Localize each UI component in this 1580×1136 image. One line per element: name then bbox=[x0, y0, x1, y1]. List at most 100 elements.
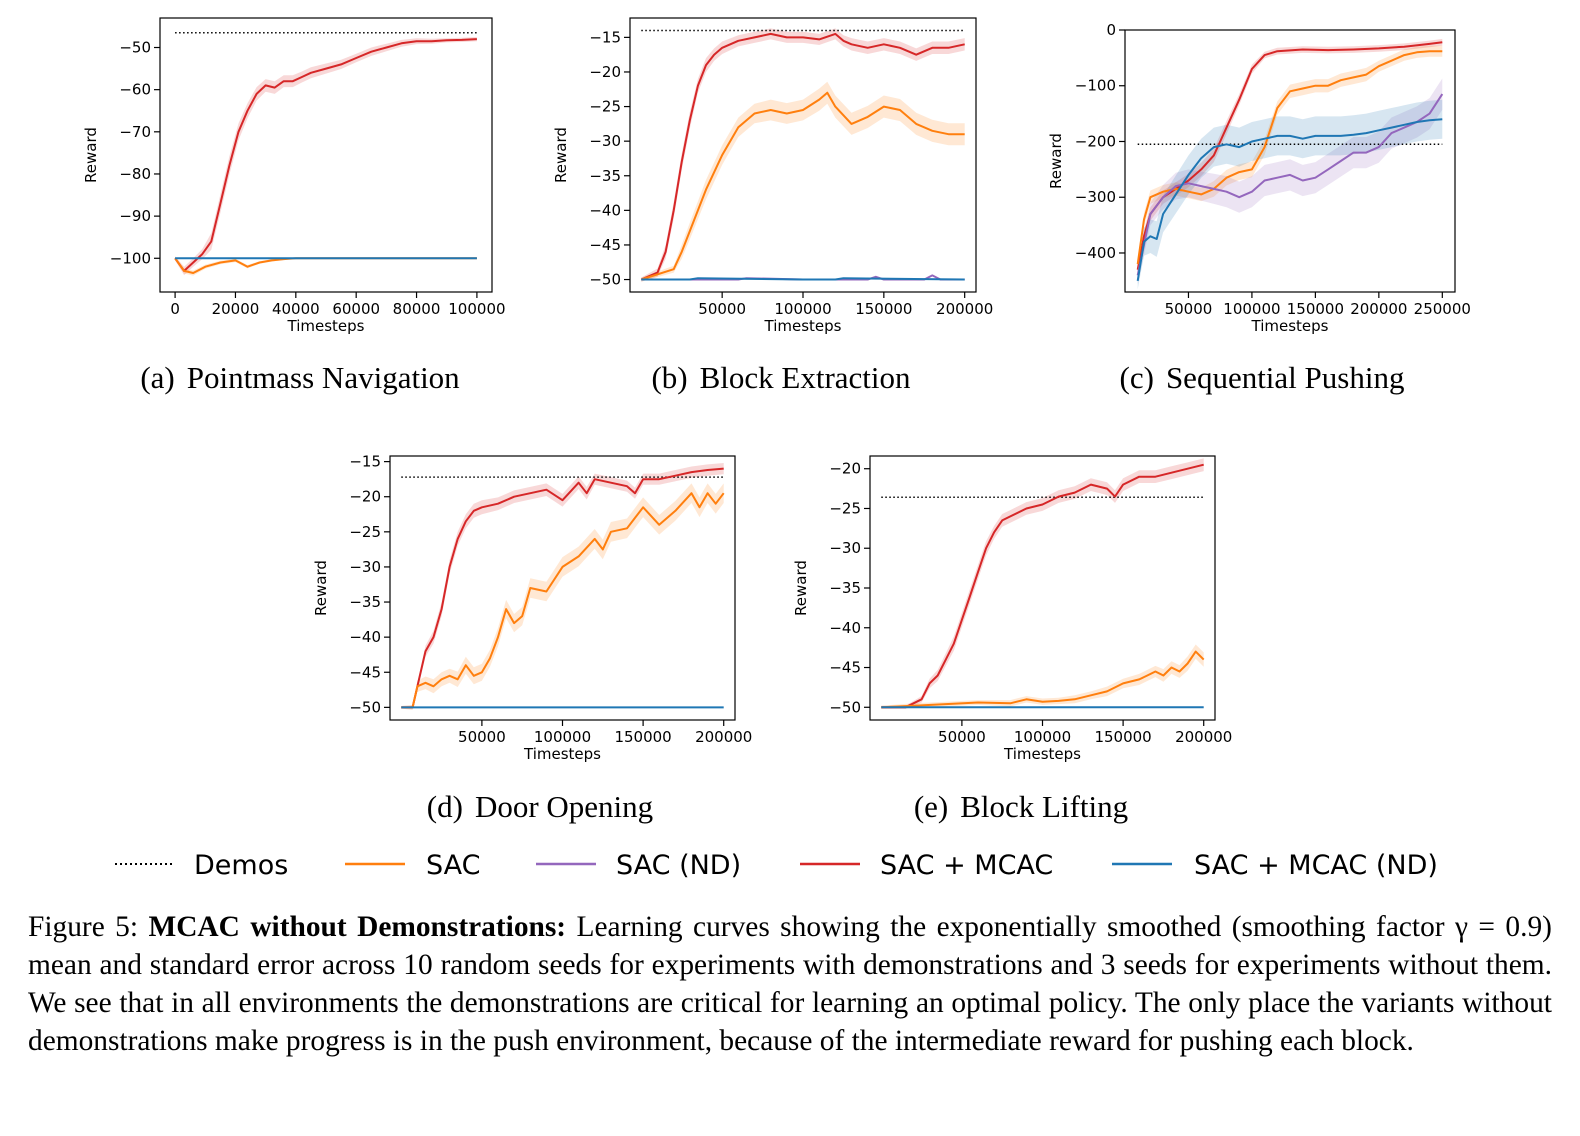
y-tick-label: −100 bbox=[110, 249, 151, 267]
y-axis-label: Reward bbox=[792, 560, 810, 616]
axes-frame bbox=[159, 17, 493, 293]
legend-label-sac: SAC bbox=[426, 850, 481, 881]
legend-label-demos: Demos bbox=[194, 850, 288, 881]
caption-line3: seeds for experiments without them. We s… bbox=[28, 949, 1552, 1019]
y-tick-label: −25 bbox=[589, 98, 621, 116]
x-tick-label: 200000 bbox=[695, 728, 752, 746]
y-tick-label: −200 bbox=[1075, 132, 1116, 150]
subcaption-d: (d) Door Opening bbox=[427, 789, 653, 824]
subcaption-b: (b) Block Extraction bbox=[651, 360, 911, 395]
x-tick-label: 50000 bbox=[938, 728, 986, 746]
caption-label: Figure 5: bbox=[28, 911, 139, 943]
plot-area bbox=[174, 32, 477, 276]
y-tick-label: −15 bbox=[349, 453, 381, 471]
y-tick-label: 0 bbox=[1106, 21, 1116, 39]
plot-area bbox=[640, 28, 965, 282]
plot-area bbox=[401, 463, 725, 710]
band-sac bbox=[881, 644, 1204, 709]
y-tick-label: −35 bbox=[589, 167, 621, 185]
x-tick-label: 100000 bbox=[534, 728, 591, 746]
x-tick-label: 200000 bbox=[936, 300, 993, 318]
y-tick-label: −45 bbox=[829, 659, 861, 677]
series-line-sac bbox=[174, 257, 477, 274]
y-tick-label: −20 bbox=[589, 63, 621, 81]
y-tick-label: −90 bbox=[119, 207, 151, 225]
y-tick-label: −70 bbox=[119, 123, 151, 141]
subplot-sequential-pushing: 50000 100000 150000 200000 250000 −400 −300 −20… bbox=[1047, 21, 1471, 335]
band-sac-mcac bbox=[1137, 38, 1443, 276]
y-tick-label: −35 bbox=[829, 579, 861, 597]
x-axis-label: Timesteps bbox=[764, 317, 842, 335]
y-tick-label: −50 bbox=[829, 698, 861, 716]
x-tick-label: 150000 bbox=[614, 728, 671, 746]
y-axis-label: Reward bbox=[1047, 133, 1065, 189]
subcaption-a: (a) Pointmass Navigation bbox=[140, 360, 460, 395]
y-axis-label: Reward bbox=[552, 127, 570, 183]
x-tick-label: 50000 bbox=[458, 728, 506, 746]
x-tick-label: 250000 bbox=[1414, 300, 1471, 318]
x-tick-label: 0 bbox=[170, 300, 180, 318]
series-line-sac bbox=[881, 650, 1205, 709]
x-tick-label: 20000 bbox=[212, 300, 260, 318]
plot-area bbox=[1136, 38, 1444, 290]
band-sac-mcac bbox=[175, 37, 477, 276]
y-axis-label: Reward bbox=[82, 127, 100, 183]
y-tick-label: −20 bbox=[829, 460, 861, 478]
series-line-sac bbox=[401, 492, 725, 709]
y-axis-label: Reward bbox=[312, 560, 330, 616]
x-tick-label: 150000 bbox=[1094, 728, 1151, 746]
subplot-pointmass-navigation: 0 20000 40000 60000 80000 100000 −100 −90 −80 −70… bbox=[82, 17, 506, 335]
x-tick-label: 80000 bbox=[393, 300, 441, 318]
series-line-sac-mcac bbox=[881, 463, 1204, 709]
x-tick-label: 40000 bbox=[272, 300, 320, 318]
y-tick-label: −45 bbox=[349, 663, 381, 681]
subplot-block-lifting: 50000 100000 150000 200000 −50 −45 −40 −35 −30 −2… bbox=[792, 455, 1232, 763]
y-tick-label: −35 bbox=[349, 593, 381, 611]
band-sac-mcac bbox=[881, 458, 1204, 709]
subcaption-e: (e) Block Lifting bbox=[914, 789, 1128, 824]
x-tick-label: 60000 bbox=[332, 300, 380, 318]
x-axis-label: Timesteps bbox=[523, 745, 601, 763]
subplot-door-opening: 50000 100000 150000 200000 −50 −45 −40 −35 −30 −2… bbox=[312, 453, 752, 763]
x-axis-label: Timesteps bbox=[1251, 317, 1329, 335]
subcaption-c: (c) Sequential Pushing bbox=[1120, 360, 1405, 395]
y-tick-label: −15 bbox=[589, 28, 621, 46]
x-tick-label: 200000 bbox=[1175, 728, 1232, 746]
caption-line1: Learning curves showing the exponentiall… bbox=[576, 911, 1366, 943]
y-tick-label: −50 bbox=[589, 271, 621, 289]
legend-label-sac-mcac-nd: SAC + MCAC (ND) bbox=[1194, 850, 1438, 881]
x-tick-label: 100000 bbox=[448, 300, 505, 318]
series-line-sac-mcac bbox=[640, 32, 965, 281]
series-line-sac-mcac bbox=[401, 467, 724, 709]
caption-line5: because of the intermediate reward for p… bbox=[719, 1025, 1414, 1057]
x-tick-label: 50000 bbox=[1165, 300, 1213, 318]
y-tick-label: −30 bbox=[589, 132, 621, 150]
legend-label-sac-mcac: SAC + MCAC bbox=[880, 850, 1053, 881]
band-sac-nd bbox=[1137, 78, 1443, 284]
y-tick-label: −20 bbox=[349, 488, 381, 506]
y-tick-label: −45 bbox=[589, 236, 621, 254]
y-tick-label: −60 bbox=[119, 81, 151, 99]
y-tick-label: −50 bbox=[119, 39, 151, 57]
band-sac bbox=[175, 257, 477, 276]
band-sac-mcac-nd bbox=[1137, 99, 1443, 290]
caption-bold-title: MCAC without Demonstrations: bbox=[148, 911, 567, 943]
series-line-sac-mcac-nd bbox=[1136, 118, 1443, 282]
x-axis-label: Timesteps bbox=[1003, 745, 1081, 763]
series-line-sac-mcac bbox=[1136, 41, 1443, 270]
series-line-sac-nd bbox=[1136, 93, 1444, 276]
series-line-sac-mcac bbox=[174, 38, 477, 272]
y-tick-label: −400 bbox=[1075, 244, 1116, 262]
y-tick-label: −80 bbox=[119, 165, 151, 183]
series-line-sac bbox=[1136, 50, 1443, 265]
y-tick-label: −25 bbox=[829, 499, 861, 517]
figure-caption: Figure 5: MCAC without Demonstrations: L… bbox=[28, 908, 1552, 1060]
x-tick-label: 100000 bbox=[1223, 300, 1280, 318]
axes-frame bbox=[1124, 29, 1456, 293]
series-line-sac-mcac-nd bbox=[641, 277, 965, 281]
plot-area bbox=[881, 458, 1205, 709]
band-sac bbox=[641, 81, 965, 282]
subplot-block-extraction: 50000 100000 150000 200000 −50 −45 −40 −35 −30 −2… bbox=[552, 17, 993, 335]
y-tick-label: −30 bbox=[349, 558, 381, 576]
